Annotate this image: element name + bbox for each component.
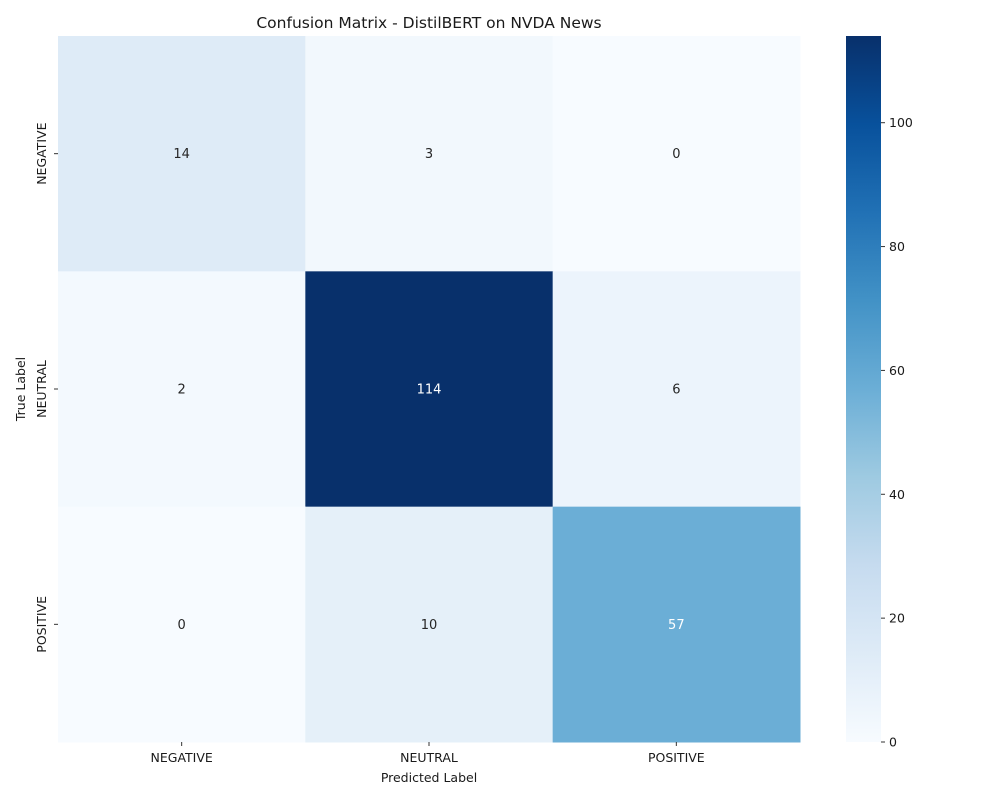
heatmap-cell — [305, 36, 554, 272]
colorbar — [846, 36, 881, 742]
colorbar-tick-label: 40 — [889, 487, 905, 502]
cell-annotations: 14 3 0 2 114 6 0 10 57 — [173, 147, 684, 633]
chart-title: Confusion Matrix - DistilBERT on NVDA Ne… — [256, 14, 601, 32]
colorbar-ticks: 0 20 40 60 80 100 — [881, 115, 913, 750]
colorbar-tick-label: 0 — [889, 735, 897, 750]
heatmap-cell — [552, 36, 801, 272]
cell-value-label: 114 — [417, 383, 442, 398]
y-axis-label: True Label — [13, 357, 28, 422]
colorbar-tick-label: 60 — [889, 363, 905, 378]
heatmap-cell — [58, 36, 306, 272]
cell-value-label: 10 — [421, 618, 438, 633]
y-axis-ticks: NEGATIVE NEUTRAL POSITIVE — [34, 122, 58, 653]
colorbar-tick-label: 80 — [889, 239, 905, 254]
heatmap-cell — [552, 506, 801, 743]
cell-value-label: 57 — [668, 618, 685, 633]
x-tick-label: NEUTRAL — [400, 750, 458, 765]
colorbar-tick-label: 100 — [889, 115, 913, 130]
y-tick-label: POSITIVE — [34, 596, 49, 653]
heatmap-cell — [58, 271, 306, 508]
cell-value-label: 14 — [173, 147, 190, 162]
cell-value-label: 6 — [672, 383, 680, 398]
heatmap-cell — [58, 506, 306, 743]
y-tick-label: NEUTRAL — [34, 360, 49, 418]
heatmap-cell — [552, 271, 801, 508]
heatmap-cell — [305, 271, 554, 508]
x-tick-label: POSITIVE — [648, 750, 705, 765]
heatmap-cells — [58, 36, 801, 743]
heatmap-cell — [305, 506, 554, 743]
cell-value-label: 0 — [178, 618, 186, 633]
colorbar-tick-label: 20 — [889, 611, 905, 626]
x-axis-label: Predicted Label — [381, 770, 477, 785]
x-tick-label: NEGATIVE — [151, 750, 213, 765]
cell-value-label: 2 — [178, 383, 186, 398]
y-tick-label: NEGATIVE — [34, 122, 49, 184]
cell-value-label: 3 — [425, 147, 433, 162]
x-axis-ticks: NEGATIVE NEUTRAL POSITIVE — [151, 742, 705, 765]
cell-value-label: 0 — [672, 147, 680, 162]
